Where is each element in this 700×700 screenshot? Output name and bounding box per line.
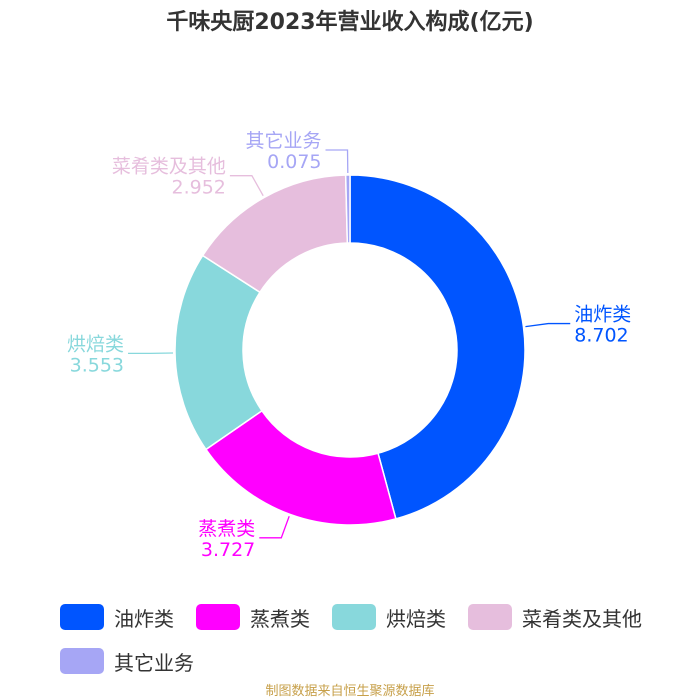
slice-value-4: 0.075 xyxy=(267,151,321,173)
leader-line-4 xyxy=(325,149,349,174)
slice-label-2: 烘焙类 xyxy=(67,333,124,355)
legend-item-1[interactable]: 蒸煮类 xyxy=(196,600,310,634)
slice-value-2: 3.553 xyxy=(70,354,124,376)
slice-value-1: 3.727 xyxy=(201,539,255,561)
legend-swatch xyxy=(332,604,376,630)
leader-line-0 xyxy=(525,322,571,328)
slice-value-3: 2.952 xyxy=(171,177,225,199)
slice-label-4: 其它业务 xyxy=(246,130,322,152)
legend-item-2[interactable]: 烘焙类 xyxy=(332,600,446,634)
chart-legend: 油炸类 蒸煮类 烘焙类 菜肴类及其他其它业务 xyxy=(60,600,680,678)
legend-label: 油炸类 xyxy=(114,606,174,631)
slice-value-0: 8.702 xyxy=(574,325,628,347)
donut-slice-4 xyxy=(344,174,351,244)
source-note: 制图数据来自恒生聚源数据库 xyxy=(265,684,435,699)
legend-swatch xyxy=(60,604,104,630)
donut-slice-0 xyxy=(349,174,526,520)
legend-label: 烘焙类 xyxy=(386,606,446,631)
legend-item-0[interactable]: 油炸类 xyxy=(60,600,174,634)
slice-label-0: 油炸类 xyxy=(574,304,631,326)
legend-item-3[interactable]: 菜肴类及其他 xyxy=(468,600,642,634)
legend-label: 其它业务 xyxy=(114,650,194,675)
slice-label-1: 蒸煮类 xyxy=(198,518,255,540)
legend-swatch xyxy=(196,604,240,630)
legend-label: 菜肴类及其他 xyxy=(522,606,642,631)
slice-label-3: 菜肴类及其他 xyxy=(112,156,226,178)
legend-swatch xyxy=(468,604,512,630)
legend-swatch xyxy=(60,648,104,674)
leader-line-3 xyxy=(229,175,264,197)
legend-item-4[interactable]: 其它业务 xyxy=(60,644,194,678)
chart-title: 千味央厨2023年营业收入构成(亿元) xyxy=(166,10,534,35)
leader-line-1 xyxy=(259,516,290,539)
legend-label: 蒸煮类 xyxy=(250,606,310,631)
